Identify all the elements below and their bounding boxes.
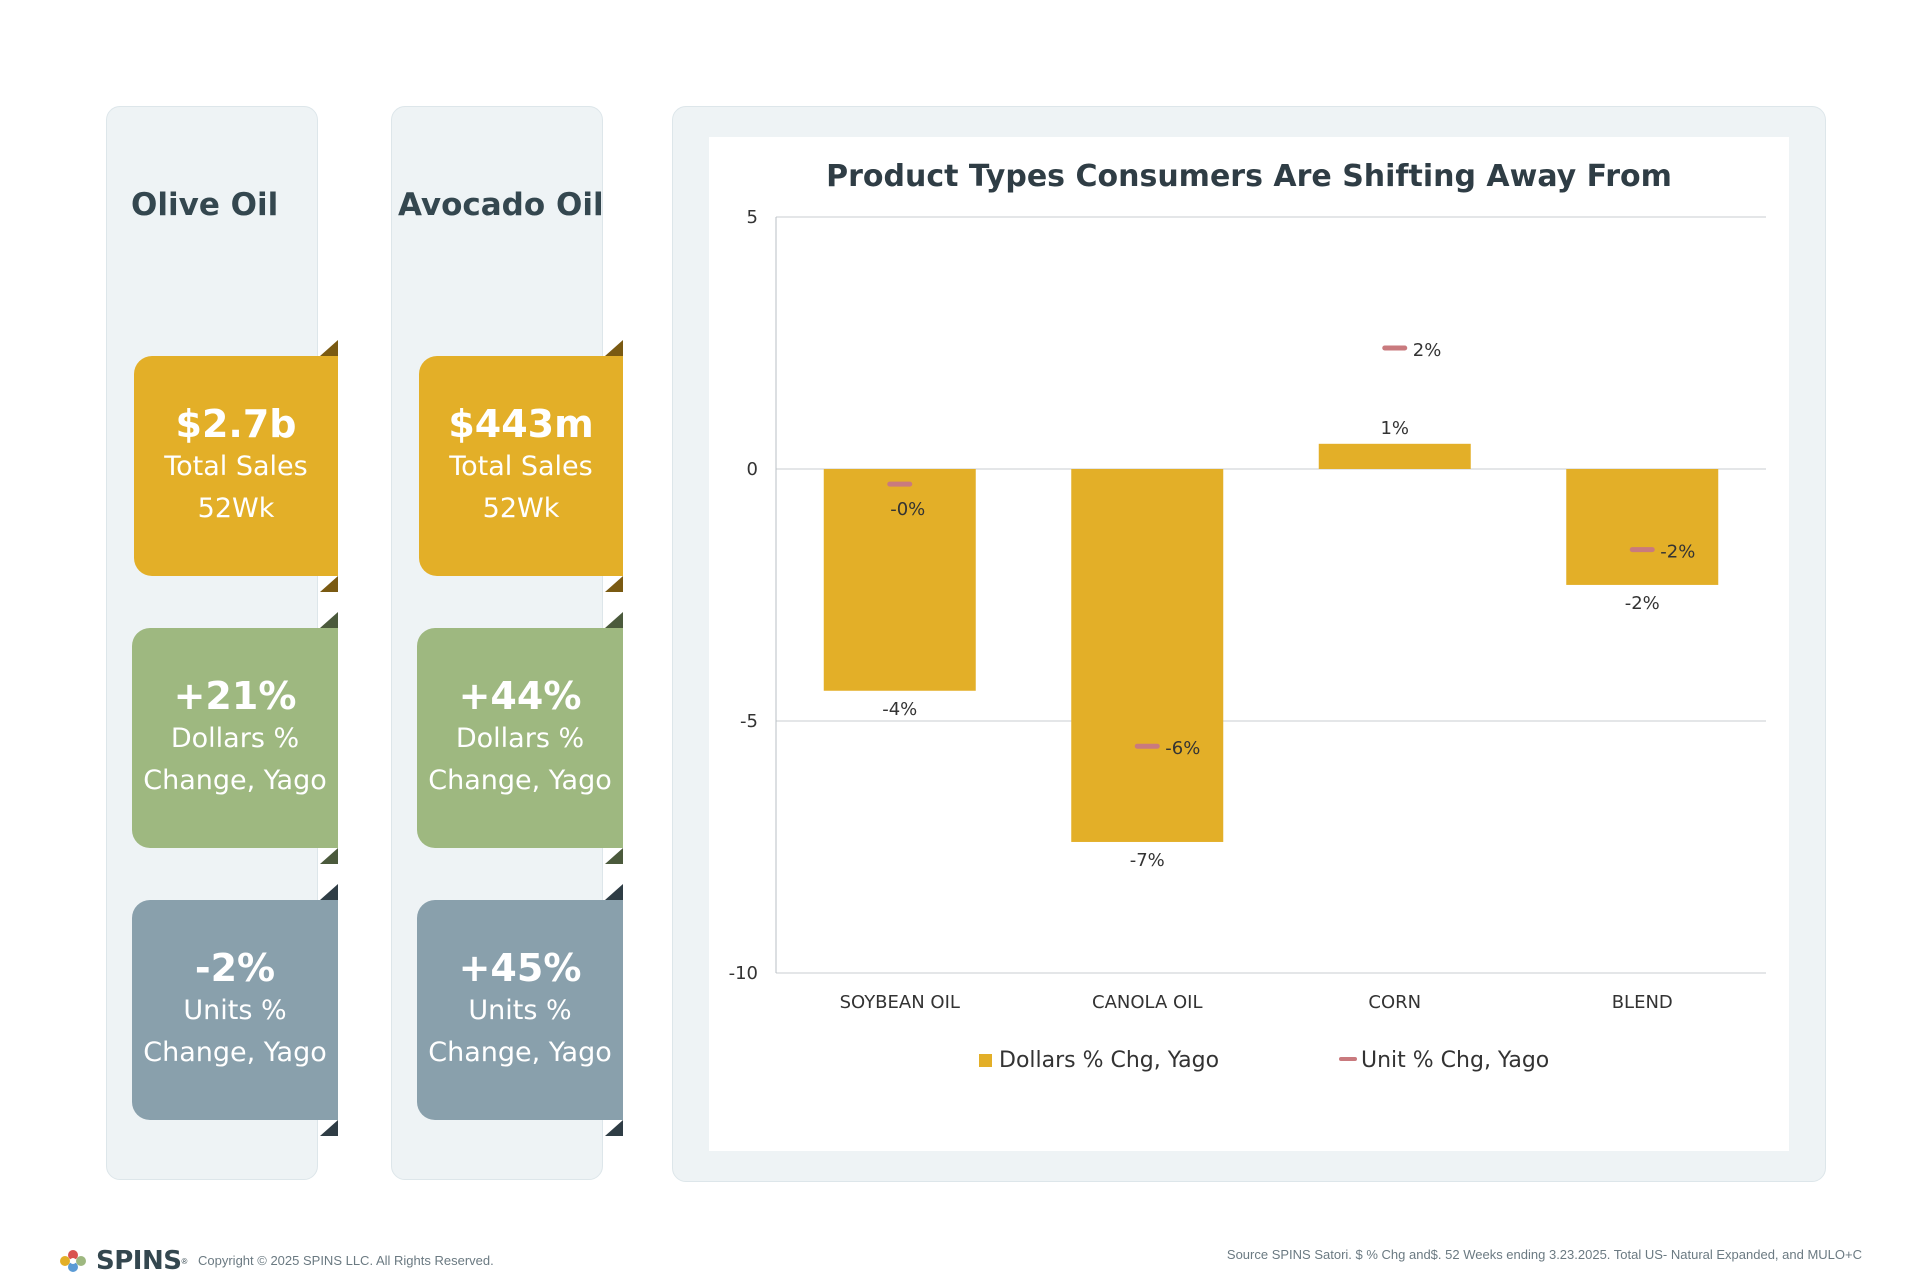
source-note: Source SPINS Satori. $ % Chg and$. 52 We… [1226,1247,1862,1262]
olive-oil-dollars-value: +21% [173,674,297,718]
x-tick-label: BLEND [1612,992,1673,1013]
bar-blend [1566,469,1719,585]
tab-fold-top [320,884,338,900]
chart-panel: Product Types Consumers Are Shifting Awa… [672,106,1826,1182]
avocado-oil-sales-value: $443m [448,402,594,446]
legend-label-units: Unit % Chg, Yago [1361,1048,1549,1073]
olive-oil-units-label-2: Change, Yago [143,1037,327,1068]
unit-data-label: -6% [1165,738,1200,759]
unit-data-label: -2% [1660,542,1695,563]
registered-mark: ® [181,1256,188,1266]
avocado-oil-units-tile: +45% Units % Change, Yago [417,884,623,1136]
y-tick-label: -5 [740,711,758,732]
olive-oil-sales-tile: $2.7b Total Sales 52Wk [134,340,338,592]
bar-data-label: -7% [1130,850,1165,871]
spins-brand-text: SPINS [96,1246,182,1276]
avocado-oil-units-value: +45% [458,946,582,990]
y-tick-label: -10 [729,963,758,984]
avocado-oil-sales-label: Total Sales [449,451,593,482]
y-tick-label: 0 [747,459,758,480]
olive-oil-sales-label: Total Sales [164,451,308,482]
olive-oil-units-label: Units % [183,995,287,1026]
avocado-oil-sales-period: 52Wk [482,493,560,524]
avocado-oil-dollars-label: Dollars % [455,723,585,754]
chart-card: Product Types Consumers Are Shifting Awa… [709,137,1789,1151]
avocado-oil-dollars-tile: +44% Dollars % Change, Yago [417,612,623,864]
bar-canola-oil [1071,469,1224,842]
x-tick-label: CORN [1368,992,1421,1013]
olive-oil-dollars-label-2: Change, Yago [143,765,327,796]
tab-fold-top [320,612,338,628]
tab-fold-bottom [605,576,623,592]
avocado-oil-units-label: Units % [468,995,572,1026]
bar-chart: 5 0 -5 -10 -4% -0% SOYBEAN OIL -7% -6% CANOLA OIL… [729,207,1766,1073]
tab-fold-top [320,340,338,356]
bar-corn [1318,443,1471,469]
tab-fold-bottom [320,848,338,864]
tab-fold-bottom [320,1120,338,1136]
bar-soybean-oil [823,469,976,691]
olive-oil-title: Olive Oil [131,187,279,223]
olive-oil-units-value: -2% [194,946,276,990]
spins-logo: SPINS ® [56,1246,187,1276]
x-tick-label: CANOLA OIL [1092,992,1203,1013]
tab-fold-top [605,612,623,628]
bar-data-label: -2% [1625,593,1660,614]
unit-data-label: 2% [1413,340,1442,361]
copyright-text: Copyright © 2025 SPINS LLC. All Rights R… [198,1253,494,1268]
tab-fold-bottom [320,576,338,592]
spins-logo-icon [60,1250,86,1272]
olive-oil-units-tile: -2% Units % Change, Yago [132,884,338,1136]
legend-swatch-dollars [979,1054,992,1067]
chart-title: Product Types Consumers Are Shifting Awa… [826,159,1672,194]
x-tick-label: SOYBEAN OIL [840,992,960,1013]
tab-fold-top [605,340,623,356]
legend-label-dollars: Dollars % Chg, Yago [999,1048,1219,1073]
avocado-oil-sales-tile: $443m Total Sales 52Wk [419,340,623,592]
olive-oil-sales-value: $2.7b [175,402,297,446]
avocado-oil-title: Avocado Oil [398,187,604,223]
y-tick-label: 5 [747,207,758,228]
bar-data-label: 1% [1380,418,1409,439]
olive-oil-dollars-label: Dollars % [170,723,300,754]
avocado-oil-units-label-2: Change, Yago [428,1037,612,1068]
tab-fold-top [605,884,623,900]
bar-data-label: -4% [882,699,917,720]
olive-oil-sales-period: 52Wk [197,493,275,524]
tab-fold-bottom [605,1120,623,1136]
unit-data-label: -0% [890,499,925,520]
olive-oil-dollars-tile: +21% Dollars % Change, Yago [132,612,338,864]
avocado-oil-dollars-label-2: Change, Yago [428,765,612,796]
avocado-oil-dollars-value: +44% [458,674,582,718]
tab-fold-bottom [605,848,623,864]
